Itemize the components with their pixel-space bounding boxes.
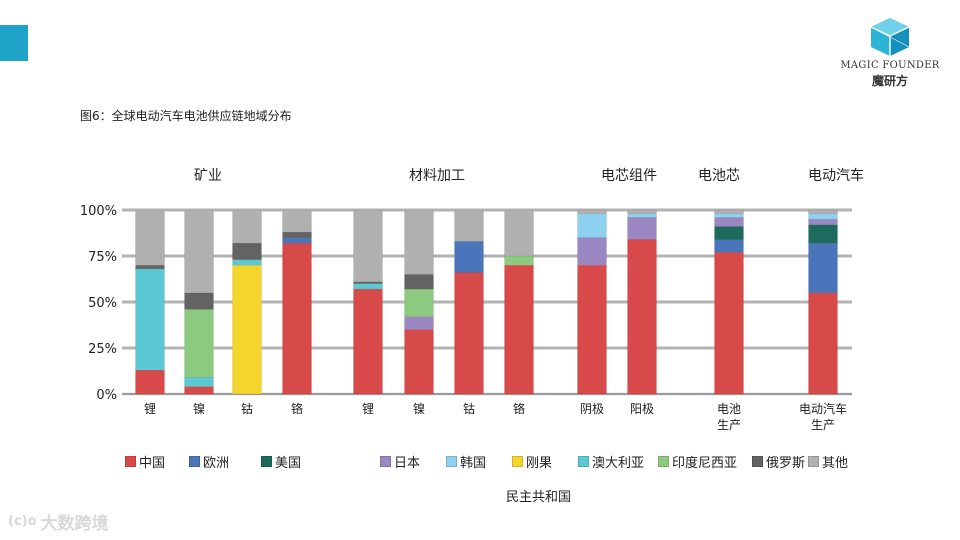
bar-segment-russia	[184, 292, 214, 310]
group-label: 材料加工	[409, 168, 465, 184]
group-label: 矿业	[194, 168, 222, 184]
bar-segment-china	[404, 329, 434, 395]
bar-segment-other	[282, 209, 312, 233]
bar-segment-russia	[232, 242, 262, 260]
x-tick-label: 电动汽车	[799, 401, 847, 416]
bar-segment-australia	[232, 259, 262, 266]
bar-segment-other	[808, 209, 838, 214]
bar-segment-other	[577, 209, 607, 214]
x-tick-label: 镍	[413, 402, 425, 416]
bar-segment-korea	[808, 213, 838, 220]
figure-title: 图6：全球电动汽车电池供应链地域分布	[80, 109, 292, 123]
logo-cube-icon	[870, 18, 910, 56]
x-tick-label: 铬	[291, 401, 303, 416]
x-tick-label: 电池	[717, 402, 741, 416]
x-tick-label: 镍	[193, 402, 205, 416]
x-tick-label: 铬	[513, 401, 525, 416]
bar-segment-china	[808, 292, 838, 395]
bar-segment-other	[627, 209, 657, 214]
y-tick-label: 25%	[88, 342, 117, 357]
y-tick-label: 75%	[88, 250, 117, 265]
bar-segment-russia	[353, 281, 383, 284]
bar-segment-china	[184, 386, 214, 395]
bar-segment-other	[504, 209, 534, 257]
bar-segment-russia	[135, 264, 165, 270]
bar-segment-russia	[282, 231, 312, 238]
group-label: 电池芯	[698, 168, 740, 184]
bar-segment-japan	[577, 237, 607, 266]
bar-segment-japan	[404, 316, 434, 330]
bar-segment-japan	[627, 217, 657, 240]
bar-segment-korea	[714, 213, 744, 218]
bar-segment-europe	[282, 237, 312, 244]
bar-segment-china	[454, 272, 484, 395]
x-tick-label: 阳极	[630, 402, 654, 416]
watermark: (c)o 大数跨境	[8, 509, 109, 534]
bar-segment-europe	[454, 241, 484, 273]
bar-segment-china	[504, 264, 534, 395]
bar-segment-china	[353, 288, 383, 395]
bar-segment-korea	[577, 213, 607, 238]
bar-segment-china	[714, 252, 744, 395]
y-tick-label: 50%	[88, 296, 117, 311]
bar-segment-other	[454, 209, 484, 242]
x-tick-label: 钴	[241, 401, 253, 416]
bar-segment-other	[135, 209, 165, 266]
bar-segment-indonesia	[404, 288, 434, 317]
x-tick-label: 钴	[463, 401, 475, 416]
bar-segment-australia	[135, 268, 165, 371]
bar-segment-australia	[353, 283, 383, 290]
bar-segment-indonesia	[504, 255, 534, 266]
watermark-text: 大数跨境	[40, 514, 109, 534]
watermark-icon: (c)o	[8, 514, 37, 529]
x-tick-label: 阴极	[580, 402, 604, 416]
x-tick-label: 锂	[362, 401, 374, 416]
accent-bar	[0, 25, 28, 61]
bar-segment-other	[353, 209, 383, 283]
bar-segment-australia	[184, 377, 214, 387]
group-label: 电芯组件	[601, 168, 657, 184]
bar-segment-china	[627, 239, 657, 395]
logo-text-cn: 魔研方	[871, 74, 908, 88]
bar-segment-usa	[714, 226, 744, 240]
bar-segment-korea	[627, 213, 657, 218]
bar-segment-europe	[808, 242, 838, 294]
bar-segment-other	[714, 209, 744, 214]
bar-segment-china	[135, 369, 165, 395]
logo: MAGIC FOUNDER 魔研方	[838, 16, 942, 89]
bar-segment-china	[282, 242, 312, 395]
bar-segment-japan	[808, 218, 838, 225]
bar-segment-congo	[232, 264, 262, 395]
bar-segment-other	[184, 209, 214, 294]
y-tick-label: 100%	[80, 204, 117, 219]
bar-segment-russia	[404, 274, 434, 290]
bar-segment-china	[577, 264, 607, 395]
bar-segment-usa	[808, 224, 838, 244]
x-tick-label: 生产	[811, 418, 835, 432]
logo-text-en: MAGIC FOUNDER	[840, 60, 940, 71]
bar-segment-other	[232, 209, 262, 244]
group-label: 电动汽车	[808, 167, 864, 184]
y-tick-label: 0%	[96, 388, 117, 403]
bar-segment-indonesia	[184, 309, 214, 378]
bar-segment-other	[404, 209, 434, 275]
x-tick-label: 生产	[717, 418, 741, 432]
x-tick-label: 锂	[144, 401, 156, 416]
bar-segment-europe	[714, 239, 744, 253]
bar-segment-japan	[714, 217, 744, 227]
